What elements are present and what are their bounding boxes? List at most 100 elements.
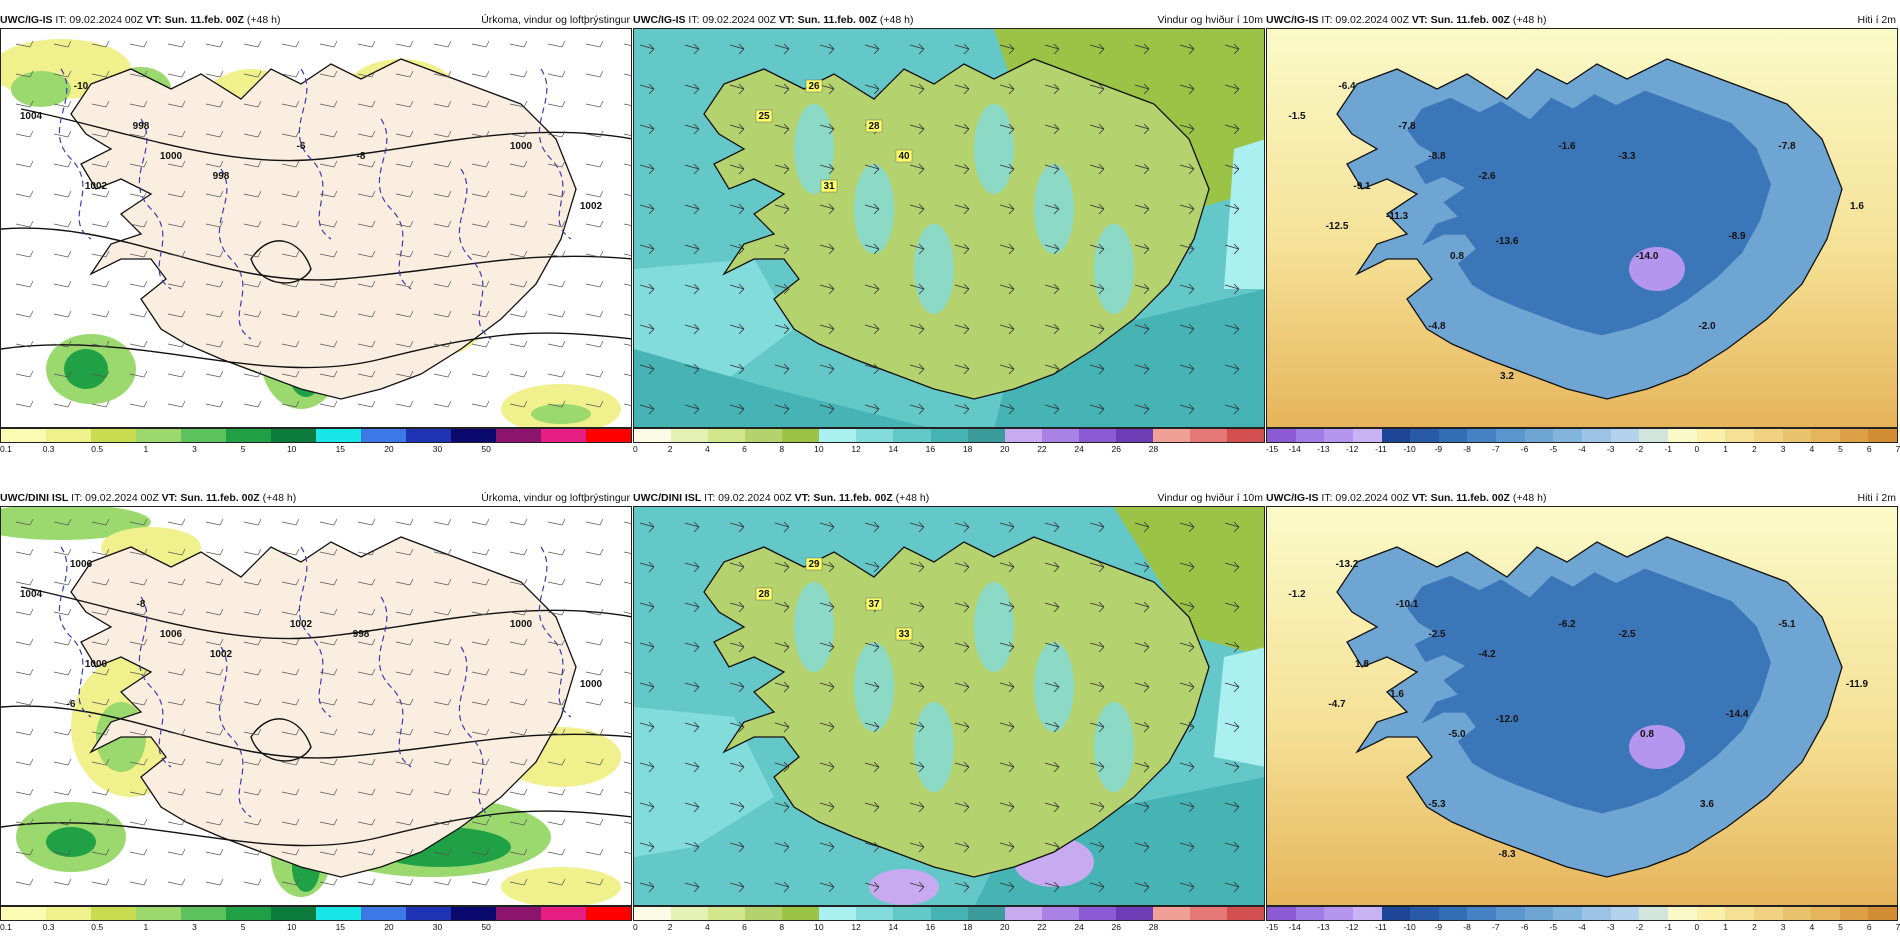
wind-barb: [623, 581, 631, 584]
gust-label: 31: [823, 181, 835, 192]
wind-arrow: [1134, 43, 1150, 55]
wind-barb: [205, 70, 224, 78]
wind-barb: [623, 761, 631, 764]
panel-wind-ig: UWC/IG-IS IT: 09.02.2024 00Z VT: Sun. 11…: [633, 10, 1265, 470]
wind-barb: [395, 220, 414, 228]
wind-arrow: [1224, 43, 1240, 55]
wind-barb: [319, 370, 338, 378]
temperature-label: 3.2: [1500, 371, 1514, 382]
wind-arrow: [774, 323, 790, 335]
wind-barb: [91, 758, 110, 766]
wind-arrow: [1179, 243, 1195, 255]
wind-arrow: [999, 681, 1015, 693]
wind-barb: [243, 130, 262, 138]
wind-arrow: [729, 521, 745, 533]
wind-arrow: [639, 163, 655, 175]
wind-arrow: [1089, 721, 1105, 733]
wind-arrow: [909, 801, 925, 813]
wind-barb: [509, 518, 528, 526]
init-time: IT: 09.02.2024 00Z: [1321, 492, 1409, 504]
wind-barb: [129, 400, 148, 408]
colorbar-tick-label: 14: [888, 444, 898, 454]
wind-arrow: [774, 721, 790, 733]
wind-barb: [585, 400, 604, 408]
wind-barb: [243, 70, 262, 78]
wind-band: [854, 642, 894, 732]
wind-barb: [53, 70, 72, 78]
contour-label: 1000: [510, 619, 533, 630]
wind-arrow: [1224, 243, 1240, 255]
wind-barb: [623, 611, 631, 614]
colorbar-tick-label: 6: [1866, 444, 1872, 454]
colorbar-swatch: [361, 907, 406, 920]
panel-header: UWC/DINI ISL IT: 09.02.2024 00Z VT: Sun.…: [633, 488, 1265, 508]
wind-barb: [167, 190, 186, 198]
temperature-isoline: [378, 118, 412, 290]
wind-arrow: [1224, 83, 1240, 95]
gust-label-box: [805, 79, 823, 93]
wind-arrow: [1224, 323, 1240, 335]
colorbar-swatch: [1381, 429, 1411, 442]
valid-time: VT: Sun. 11.feb. 00Z: [1411, 14, 1510, 26]
contour-label: 1002: [580, 201, 603, 212]
wind-barb: [509, 100, 528, 108]
wind-barb: [91, 728, 110, 736]
colorbar-tick-label: -4: [1578, 922, 1586, 932]
wind-barb: [205, 728, 224, 736]
wind-barb: [585, 818, 604, 826]
colorbar-swatch: [634, 429, 672, 442]
colorbar-swatch: [1295, 907, 1325, 920]
colorbar-swatch: [1115, 429, 1153, 442]
temperature-isoline: [138, 596, 172, 768]
colorbar-tick-label: 18: [962, 444, 973, 454]
wind-arrow: [1224, 203, 1240, 215]
wind-barb: [509, 130, 528, 138]
colorbar-swatch: [1496, 429, 1525, 442]
panel-description: Hiti í 2m: [1857, 492, 1896, 504]
wind-arrow: [774, 203, 790, 215]
wind-arrow: [639, 203, 655, 215]
contour-label: 998: [353, 629, 370, 640]
colorbar-swatch: [1041, 907, 1079, 920]
wind-arrow: [864, 681, 880, 693]
wind-arrow: [909, 521, 925, 533]
wind-band: [1094, 224, 1134, 314]
wind-arrow: [1134, 163, 1150, 175]
wind-barb: [547, 638, 566, 646]
wind-barb: [395, 608, 414, 616]
gust-label-box: [865, 119, 883, 133]
wind-arrow: [684, 123, 700, 135]
panel-precip-ig: UWC/IG-IS IT: 09.02.2024 00Z VT: Sun. 11…: [0, 10, 632, 470]
wind-arrow: [819, 521, 835, 533]
wind-arrow: [729, 561, 745, 573]
wind-barb: [433, 548, 452, 556]
gust-label-box: [895, 627, 913, 641]
colorbar-tick-label: -5: [1549, 922, 1558, 932]
wind-arrow: [819, 841, 835, 853]
wind-barb: [357, 548, 376, 556]
wind-barb: [319, 310, 338, 318]
colorbar-ticks: 0.1 0.3 0.5 1 3 5 10 15 20 30 50: [0, 922, 632, 934]
wind-barb: [15, 728, 34, 736]
temperature-label: -13.6: [1496, 236, 1519, 247]
wind-arrow: [1044, 43, 1060, 55]
wind-arrow: [1224, 561, 1240, 573]
colorbar-tick-label: -1: [1664, 922, 1672, 932]
temperature-label: -12.0: [1496, 714, 1519, 725]
colorbar-tick-label: 28: [1148, 922, 1159, 932]
wind-barb: [433, 280, 452, 288]
wind-arrow: [1134, 601, 1150, 613]
wind-barb: [585, 250, 604, 258]
wind-barb: [15, 220, 34, 228]
temperature-label: 1.6: [1850, 201, 1864, 212]
wind-arrow: [1134, 243, 1150, 255]
wind-barb: [91, 340, 110, 348]
wind-barb: [281, 788, 300, 796]
wind-barb: [281, 848, 300, 856]
wind-barb: [319, 100, 338, 108]
isobar: [1, 810, 631, 847]
wind-barb: [623, 403, 631, 406]
colorbar-tick-label: 7: [1895, 444, 1900, 454]
colorbar-swatch: [1753, 907, 1783, 920]
wind-arrow: [999, 641, 1015, 653]
